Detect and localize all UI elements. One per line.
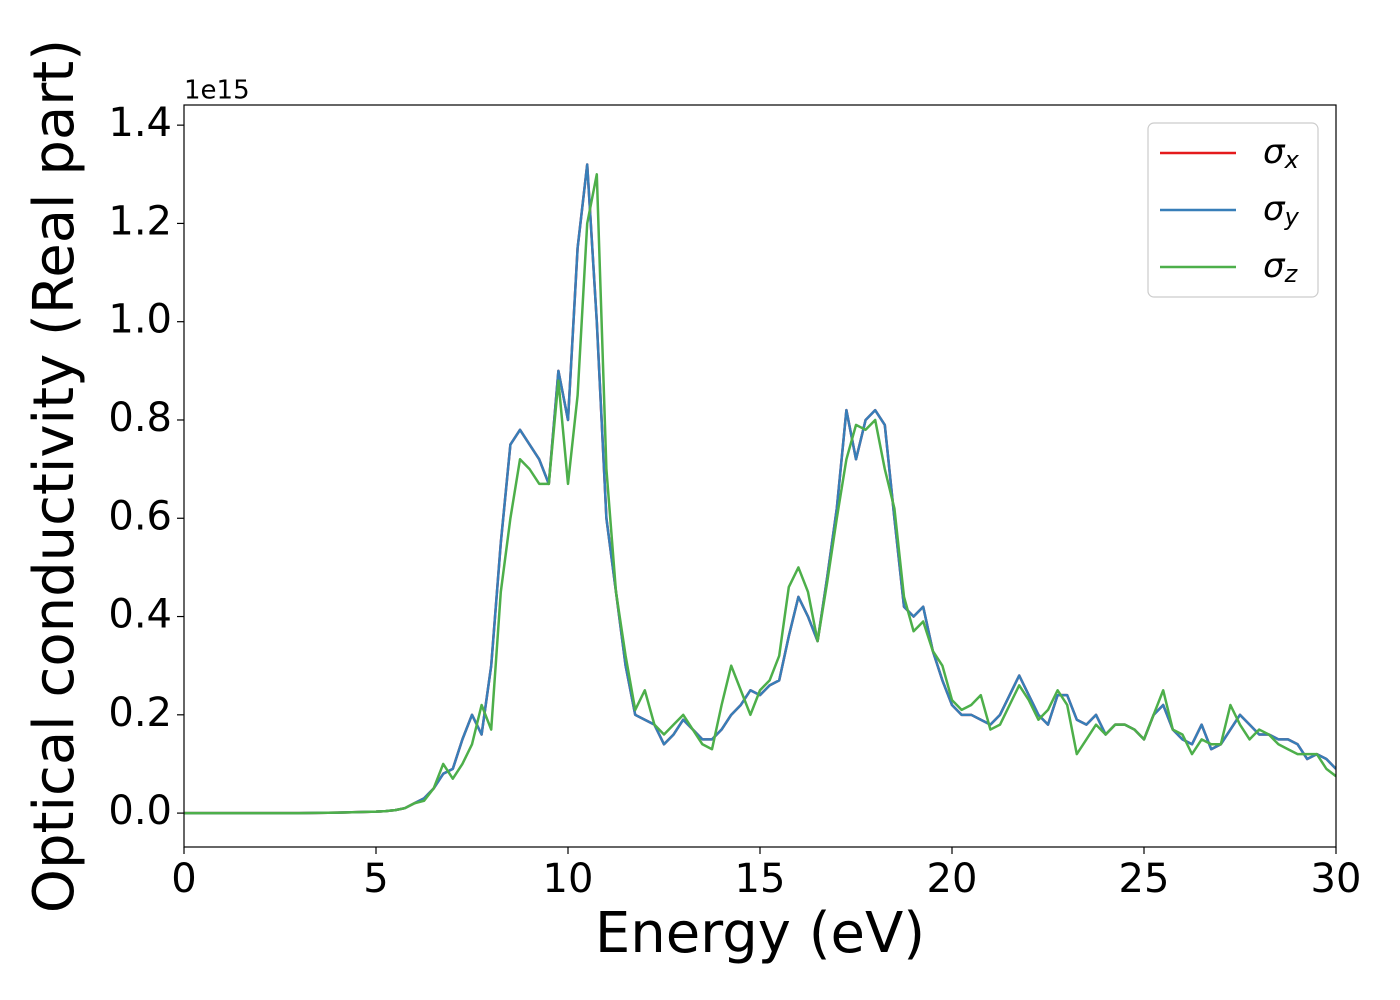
- y-offset-text: 1e15: [184, 76, 250, 106]
- y-tick-label: 1.4: [108, 100, 172, 146]
- series-line: [184, 173, 1336, 815]
- plot-frame: [183, 104, 1337, 848]
- y-tick-label: 0.0: [108, 788, 172, 834]
- x-tick-label: 30: [1311, 856, 1362, 902]
- y-tick-label: 0.6: [108, 493, 172, 539]
- x-axis-label: Energy (eV): [595, 901, 925, 966]
- y-tick-label: 0.2: [108, 690, 172, 736]
- y-tick-label: 0.8: [108, 395, 172, 441]
- x-tick-label: 25: [1119, 856, 1170, 902]
- y-tick-label: 1.0: [108, 297, 172, 343]
- legend-label: σx: [1263, 132, 1300, 175]
- x-tick-label: 5: [363, 856, 388, 902]
- x-tick-label: 0: [171, 856, 196, 902]
- y-tick-label: 0.4: [108, 592, 172, 638]
- x-tick-label: 20: [927, 856, 978, 902]
- y-tick-label: 1.2: [108, 198, 172, 244]
- y-axis-label: Optical conductivity (Real part): [22, 39, 87, 913]
- x-tick-label: 15: [735, 856, 786, 902]
- x-tick-label: 10: [543, 856, 594, 902]
- legend-label: σy: [1263, 189, 1300, 232]
- legend-label: σz: [1263, 246, 1299, 289]
